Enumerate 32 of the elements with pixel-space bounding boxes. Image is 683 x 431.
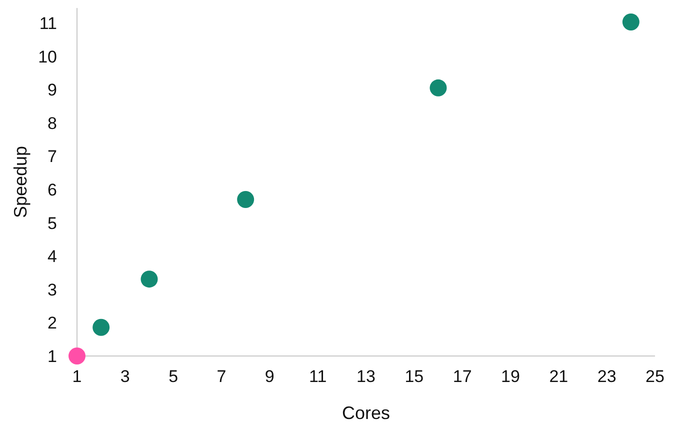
y-tick-label: 7	[48, 147, 57, 166]
point	[140, 270, 158, 288]
y-axis-title: Speedup	[10, 146, 30, 218]
x-tick-label: 13	[356, 367, 376, 386]
y-tick-label: 6	[48, 180, 57, 200]
y-tick-label: 5	[48, 214, 57, 233]
x-tick-label: 17	[452, 367, 472, 386]
x-tick-label: 23	[597, 367, 616, 386]
x-axis-title: Cores	[342, 403, 390, 423]
x-tick-label: 19	[501, 367, 520, 386]
x-tick-label: 1	[72, 367, 82, 386]
x-tick-label: 3	[120, 367, 130, 386]
point	[68, 348, 86, 364]
x-tick-label: 25	[646, 367, 664, 386]
y-tick-label: 8	[48, 114, 57, 133]
x-tick-label: 21	[549, 367, 568, 386]
y-tick-label: 1	[48, 347, 57, 366]
x-tick-label: 5	[168, 367, 178, 386]
y-tick-label: 2	[48, 314, 57, 333]
y-tick-label: 3	[48, 280, 57, 300]
point	[430, 79, 447, 96]
point	[92, 318, 110, 336]
x-tick-label: 11	[309, 367, 327, 386]
y-tick-label: 9	[48, 80, 57, 100]
y-tick-label: 4	[48, 247, 57, 266]
x-tick-label: 7	[216, 367, 226, 386]
x-tick-label: 15	[404, 367, 424, 386]
y-tick-label: 11	[39, 14, 57, 34]
x-tick-label: 9	[264, 367, 274, 386]
y-tick-label: 10	[38, 47, 57, 66]
point	[237, 190, 254, 208]
point	[622, 13, 640, 30]
